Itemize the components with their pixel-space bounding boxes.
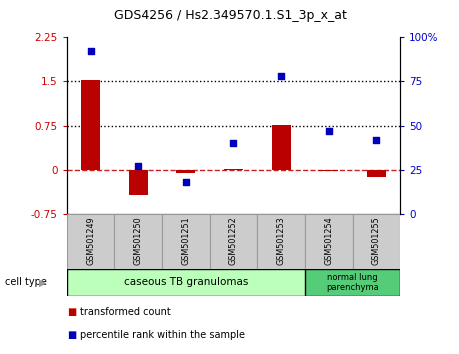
- Bar: [129, 170, 147, 195]
- Bar: [271, 125, 290, 170]
- FancyBboxPatch shape: [257, 214, 304, 269]
- Text: GSM501250: GSM501250: [134, 216, 142, 265]
- Text: cell type: cell type: [5, 277, 46, 287]
- Bar: [319, 170, 337, 171]
- FancyBboxPatch shape: [304, 214, 352, 269]
- Text: caseous TB granulomas: caseous TB granulomas: [123, 277, 247, 287]
- Point: [182, 179, 189, 185]
- FancyBboxPatch shape: [114, 214, 162, 269]
- Text: ▶: ▶: [39, 277, 46, 287]
- FancyBboxPatch shape: [67, 269, 304, 296]
- FancyBboxPatch shape: [162, 214, 209, 269]
- Point: [230, 141, 237, 146]
- FancyBboxPatch shape: [67, 214, 114, 269]
- Point: [277, 73, 284, 79]
- Bar: [176, 170, 195, 173]
- Point: [87, 48, 94, 54]
- Text: GSM501252: GSM501252: [229, 216, 237, 265]
- FancyBboxPatch shape: [352, 214, 399, 269]
- Text: GSM501249: GSM501249: [86, 216, 95, 265]
- Text: normal lung
parenchyma: normal lung parenchyma: [325, 273, 378, 292]
- Bar: [81, 80, 100, 170]
- FancyBboxPatch shape: [304, 269, 399, 296]
- Text: percentile rank within the sample: percentile rank within the sample: [80, 330, 245, 339]
- Text: ■: ■: [67, 330, 76, 339]
- Text: GSM501251: GSM501251: [181, 216, 190, 265]
- FancyBboxPatch shape: [209, 214, 257, 269]
- Text: transformed count: transformed count: [80, 307, 171, 316]
- Text: GDS4256 / Hs2.349570.1.S1_3p_x_at: GDS4256 / Hs2.349570.1.S1_3p_x_at: [113, 9, 346, 22]
- Bar: [224, 169, 242, 170]
- Text: ■: ■: [67, 307, 76, 316]
- Text: GSM501254: GSM501254: [324, 216, 332, 265]
- Text: GSM501253: GSM501253: [276, 216, 285, 265]
- Point: [325, 128, 332, 134]
- Bar: [366, 170, 385, 177]
- Text: GSM501255: GSM501255: [371, 216, 380, 265]
- Point: [372, 137, 379, 143]
- Point: [134, 164, 141, 169]
